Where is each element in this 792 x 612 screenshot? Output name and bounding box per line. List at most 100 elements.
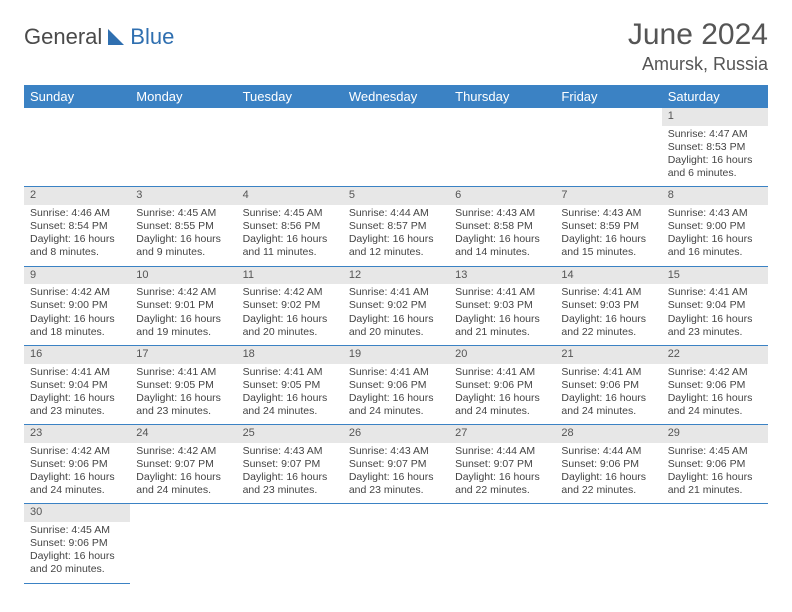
day-number-cell: 27	[449, 425, 555, 443]
sunrise-text: Sunrise: 4:41 AM	[561, 366, 655, 379]
daynum-row: 9101112131415	[24, 266, 768, 284]
daylight-text: Daylight: 16 hours	[668, 154, 762, 167]
day-detail-cell: Sunrise: 4:42 AMSunset: 9:06 PMDaylight:…	[662, 364, 768, 425]
day-detail-cell: Sunrise: 4:42 AMSunset: 9:00 PMDaylight:…	[24, 284, 130, 345]
sunset-text: Sunset: 9:06 PM	[349, 379, 443, 392]
sunrise-text: Sunrise: 4:41 AM	[455, 286, 549, 299]
daylight-text: and 22 minutes.	[561, 484, 655, 497]
daylight-text: and 21 minutes.	[668, 484, 762, 497]
day-header: Thursday	[449, 85, 555, 108]
daylight-text: Daylight: 16 hours	[30, 471, 124, 484]
title-block: June 2024 Amursk, Russia	[628, 18, 768, 75]
day-number-cell	[130, 504, 236, 522]
daylight-text: and 22 minutes.	[561, 326, 655, 339]
day-number-cell	[237, 504, 343, 522]
sunset-text: Sunset: 9:05 PM	[136, 379, 230, 392]
sunset-text: Sunset: 9:00 PM	[668, 220, 762, 233]
sunrise-text: Sunrise: 4:41 AM	[668, 286, 762, 299]
day-detail-cell: Sunrise: 4:42 AMSunset: 9:06 PMDaylight:…	[24, 443, 130, 504]
daynum-row: 30	[24, 504, 768, 522]
day-detail-cell	[449, 522, 555, 583]
day-detail-cell	[555, 522, 661, 583]
day-number-cell	[343, 108, 449, 126]
daynum-row: 16171819202122	[24, 345, 768, 363]
day-number-cell: 20	[449, 345, 555, 363]
sunrise-text: Sunrise: 4:44 AM	[455, 445, 549, 458]
daylight-text: Daylight: 16 hours	[349, 313, 443, 326]
day-header: Saturday	[662, 85, 768, 108]
sunrise-text: Sunrise: 4:46 AM	[30, 207, 124, 220]
sunrise-text: Sunrise: 4:41 AM	[455, 366, 549, 379]
day-detail-cell: Sunrise: 4:45 AMSunset: 9:06 PMDaylight:…	[662, 443, 768, 504]
daylight-text: and 9 minutes.	[136, 246, 230, 259]
daylight-text: and 20 minutes.	[349, 326, 443, 339]
daylight-text: and 23 minutes.	[243, 484, 337, 497]
daylight-text: Daylight: 16 hours	[349, 233, 443, 246]
sunset-text: Sunset: 8:55 PM	[136, 220, 230, 233]
day-detail-cell	[343, 522, 449, 583]
sunset-text: Sunset: 9:02 PM	[243, 299, 337, 312]
daynum-row: 23242526272829	[24, 425, 768, 443]
sunrise-text: Sunrise: 4:43 AM	[243, 445, 337, 458]
daylight-text: and 15 minutes.	[561, 246, 655, 259]
daylight-text: and 23 minutes.	[349, 484, 443, 497]
day-number-cell	[449, 108, 555, 126]
sunrise-text: Sunrise: 4:42 AM	[243, 286, 337, 299]
detail-row: Sunrise: 4:42 AMSunset: 9:00 PMDaylight:…	[24, 284, 768, 345]
sunrise-text: Sunrise: 4:41 AM	[349, 366, 443, 379]
daylight-text: and 24 minutes.	[30, 484, 124, 497]
daylight-text: and 24 minutes.	[561, 405, 655, 418]
sunset-text: Sunset: 9:05 PM	[243, 379, 337, 392]
day-detail-cell: Sunrise: 4:41 AMSunset: 9:06 PMDaylight:…	[555, 364, 661, 425]
daylight-text: Daylight: 16 hours	[349, 392, 443, 405]
sunset-text: Sunset: 9:07 PM	[136, 458, 230, 471]
sunset-text: Sunset: 8:56 PM	[243, 220, 337, 233]
sunset-text: Sunset: 9:04 PM	[30, 379, 124, 392]
daylight-text: Daylight: 16 hours	[455, 471, 549, 484]
day-detail-cell: Sunrise: 4:41 AMSunset: 9:04 PMDaylight:…	[24, 364, 130, 425]
daylight-text: Daylight: 16 hours	[561, 392, 655, 405]
sunset-text: Sunset: 9:07 PM	[243, 458, 337, 471]
daylight-text: and 18 minutes.	[30, 326, 124, 339]
daylight-text: Daylight: 16 hours	[668, 233, 762, 246]
sunset-text: Sunset: 9:07 PM	[349, 458, 443, 471]
daylight-text: and 14 minutes.	[455, 246, 549, 259]
daylight-text: Daylight: 16 hours	[561, 313, 655, 326]
sunrise-text: Sunrise: 4:43 AM	[455, 207, 549, 220]
logo: General Blue	[24, 18, 174, 50]
day-detail-cell: Sunrise: 4:47 AMSunset: 8:53 PMDaylight:…	[662, 126, 768, 187]
daynum-row: 1	[24, 108, 768, 126]
daylight-text: Daylight: 16 hours	[136, 392, 230, 405]
daylight-text: Daylight: 16 hours	[668, 313, 762, 326]
location: Amursk, Russia	[628, 54, 768, 75]
sunset-text: Sunset: 8:54 PM	[30, 220, 124, 233]
sunset-text: Sunset: 8:59 PM	[561, 220, 655, 233]
sunrise-text: Sunrise: 4:42 AM	[30, 445, 124, 458]
day-number-cell	[130, 108, 236, 126]
daylight-text: and 11 minutes.	[243, 246, 337, 259]
day-number-cell: 21	[555, 345, 661, 363]
sunrise-text: Sunrise: 4:43 AM	[668, 207, 762, 220]
daylight-text: Daylight: 16 hours	[136, 233, 230, 246]
sunrise-text: Sunrise: 4:45 AM	[668, 445, 762, 458]
detail-row: Sunrise: 4:45 AMSunset: 9:06 PMDaylight:…	[24, 522, 768, 583]
day-number-cell: 24	[130, 425, 236, 443]
day-number-cell: 3	[130, 187, 236, 205]
day-detail-cell	[130, 126, 236, 187]
day-detail-cell	[130, 522, 236, 583]
daylight-text: and 24 minutes.	[668, 405, 762, 418]
sunset-text: Sunset: 9:06 PM	[561, 458, 655, 471]
day-detail-cell: Sunrise: 4:45 AMSunset: 8:55 PMDaylight:…	[130, 205, 236, 266]
daylight-text: and 20 minutes.	[243, 326, 337, 339]
day-detail-cell: Sunrise: 4:43 AMSunset: 9:07 PMDaylight:…	[237, 443, 343, 504]
day-number-cell: 26	[343, 425, 449, 443]
day-detail-cell	[662, 522, 768, 583]
daynum-row: 2345678	[24, 187, 768, 205]
detail-row: Sunrise: 4:42 AMSunset: 9:06 PMDaylight:…	[24, 443, 768, 504]
sunset-text: Sunset: 9:06 PM	[30, 458, 124, 471]
daylight-text: and 22 minutes.	[455, 484, 549, 497]
day-number-cell: 10	[130, 266, 236, 284]
daylight-text: Daylight: 16 hours	[561, 471, 655, 484]
logo-text-2: Blue	[130, 24, 174, 50]
sunrise-text: Sunrise: 4:44 AM	[349, 207, 443, 220]
